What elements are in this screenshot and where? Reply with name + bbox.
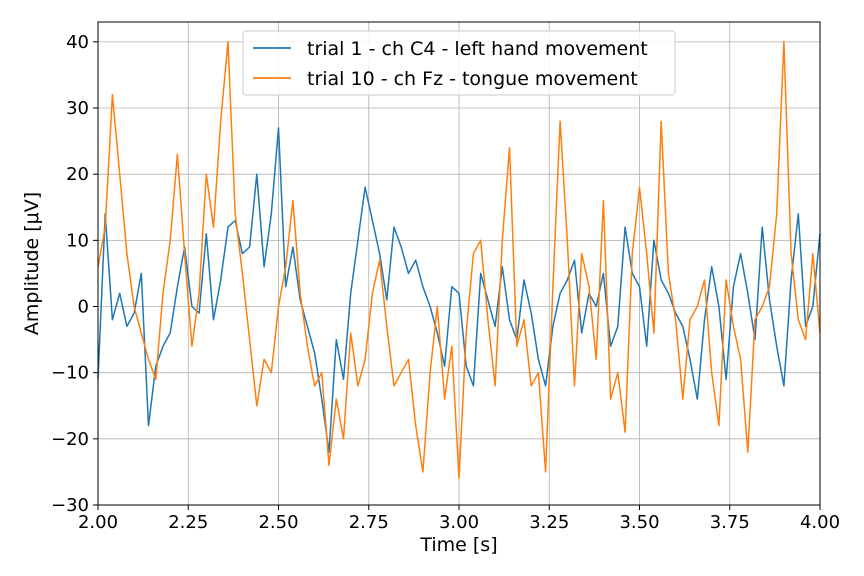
axis-ticks: 2.00 2.25 2.50 2.75 3.00 3.25 3.50 3.75 4.00 −30 −…	[51, 32, 840, 533]
x-tick-label: 3.25	[529, 512, 569, 533]
x-tick-label: 2.00	[78, 512, 118, 533]
x-tick-label: 2.50	[258, 512, 298, 533]
y-tick-label: −20	[51, 429, 89, 450]
x-axis-label: Time [s]	[419, 534, 497, 556]
series-lines	[97, 41, 821, 480]
y-tick-label: 20	[66, 164, 89, 185]
y-tick-label: 0	[78, 297, 89, 318]
y-tick-label: −10	[51, 363, 89, 384]
y-tick-label: −30	[51, 495, 89, 516]
legend-label-2: trial 10 - ch Fz - tongue movement	[307, 68, 638, 90]
x-tick-label: 3.00	[439, 512, 479, 533]
series-line-2	[97, 41, 821, 480]
y-tick-label: 40	[66, 32, 89, 53]
x-tick-label: 3.75	[710, 512, 750, 533]
y-axis-label: Amplitude [μV]	[21, 192, 43, 335]
x-tick-label: 2.75	[349, 512, 389, 533]
legend-box	[242, 30, 676, 96]
x-tick-label: 4.00	[800, 512, 840, 533]
legend: trial 1 - ch C4 - left hand movement tria…	[242, 30, 676, 96]
legend-label-1: trial 1 - ch C4 - left hand movement	[307, 38, 648, 60]
x-tick-label: 3.50	[619, 512, 659, 533]
y-tick-label: 30	[66, 98, 89, 119]
x-tick-label: 2.25	[168, 512, 208, 533]
series-line-1	[97, 127, 821, 453]
y-tick-label: 10	[66, 230, 89, 251]
